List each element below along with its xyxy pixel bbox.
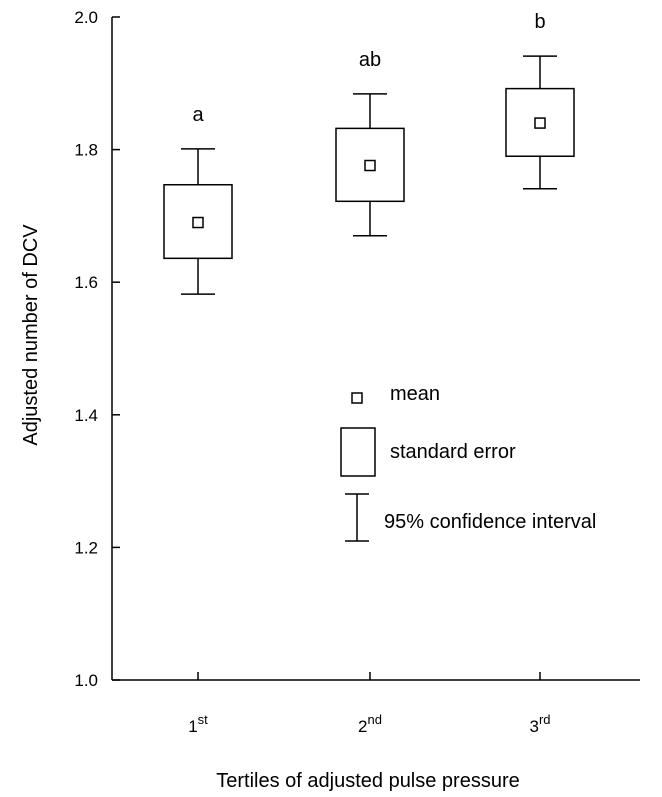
se-box: [163, 183, 233, 260]
marks: a ab b: [163, 11, 575, 295]
mean-marker: [364, 159, 376, 172]
y-tick-label: 1.0: [74, 671, 98, 690]
group-3: b: [505, 11, 575, 190]
significance-label: a: [192, 104, 204, 126]
x-tick-label: 3rd: [529, 712, 550, 736]
y-tick-label: 1.2: [74, 538, 98, 557]
group-2: ab: [335, 49, 405, 237]
y-tick-label: 2.0: [74, 8, 98, 27]
x-tick-label-sup: rd: [539, 712, 551, 727]
x-tick-label: 2nd: [358, 712, 382, 736]
significance-label: ab: [359, 49, 381, 71]
mean-marker: [534, 117, 546, 129]
x-tick-label-base: 2: [358, 717, 367, 736]
group-1: a: [163, 104, 233, 295]
legend: mean standard error 95% confidence interva…: [340, 383, 596, 542]
y-axis-title: Adjusted number of DCV: [20, 224, 42, 446]
x-axis-title: Tertiles of adjusted pulse pressure: [216, 770, 520, 792]
y-tick-label: 1.8: [74, 141, 98, 160]
y-tick-label: 1.6: [74, 273, 98, 292]
x-tick-label-sup: nd: [368, 712, 382, 727]
y-tick-label: 1.4: [74, 406, 98, 425]
axes: 1.0 1.2 1.4 1.6 1.8 2.0 1st 2nd 3rd: [74, 8, 640, 736]
x-tick-label: 1st: [188, 712, 208, 736]
legend-ci-label: 95% confidence interval: [384, 511, 596, 533]
significance-label: b: [534, 11, 545, 33]
legend-se-label: standard error: [390, 441, 516, 463]
x-tick-label-base: 3: [529, 717, 538, 736]
mean-marker: [192, 216, 204, 229]
x-tick-label-sup: st: [198, 712, 209, 727]
legend-mean-label: mean: [390, 383, 440, 405]
x-tick-label-base: 1: [188, 717, 197, 736]
se-box: [505, 87, 575, 157]
se-box: [335, 127, 405, 203]
legend-se-icon: [340, 427, 376, 477]
legend-mean-icon: [351, 392, 363, 404]
